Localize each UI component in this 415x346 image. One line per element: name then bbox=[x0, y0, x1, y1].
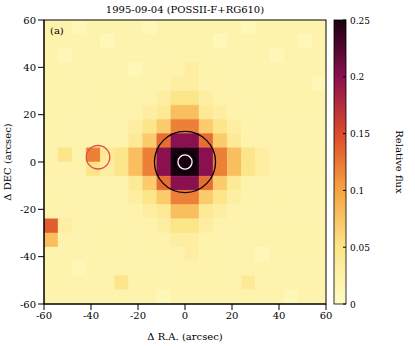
svg-text:0.1: 0.1 bbox=[350, 186, 364, 196]
svg-text:0: 0 bbox=[30, 157, 36, 168]
svg-text:-60: -60 bbox=[36, 310, 52, 321]
svg-text:-40: -40 bbox=[20, 251, 36, 262]
svg-text:0.2: 0.2 bbox=[350, 72, 364, 82]
svg-text:Δ R.A. (arcsec): Δ R.A. (arcsec) bbox=[147, 331, 223, 342]
svg-text:40: 40 bbox=[23, 62, 36, 73]
svg-text:1995-09-04 (POSSII-F+RG610): 1995-09-04 (POSSII-F+RG610) bbox=[106, 4, 264, 15]
svg-text:0: 0 bbox=[182, 310, 188, 321]
svg-text:40: 40 bbox=[273, 310, 286, 321]
svg-text:-20: -20 bbox=[20, 204, 36, 215]
svg-text:0.15: 0.15 bbox=[350, 129, 370, 139]
svg-text:0.05: 0.05 bbox=[350, 243, 370, 253]
svg-text:Relative flux: Relative flux bbox=[394, 130, 405, 194]
svg-text:-20: -20 bbox=[130, 310, 146, 321]
svg-text:-40: -40 bbox=[83, 310, 99, 321]
svg-text:20: 20 bbox=[23, 109, 36, 120]
svg-text:Δ DEC (arcsec): Δ DEC (arcsec) bbox=[2, 123, 13, 200]
svg-text:20: 20 bbox=[226, 310, 239, 321]
svg-text:0.25: 0.25 bbox=[350, 16, 370, 26]
svg-text:60: 60 bbox=[320, 310, 333, 321]
svg-text:-60: -60 bbox=[20, 299, 36, 310]
svg-text:(a): (a) bbox=[50, 25, 64, 36]
svg-text:0: 0 bbox=[350, 300, 356, 310]
svg-text:60: 60 bbox=[23, 15, 36, 26]
